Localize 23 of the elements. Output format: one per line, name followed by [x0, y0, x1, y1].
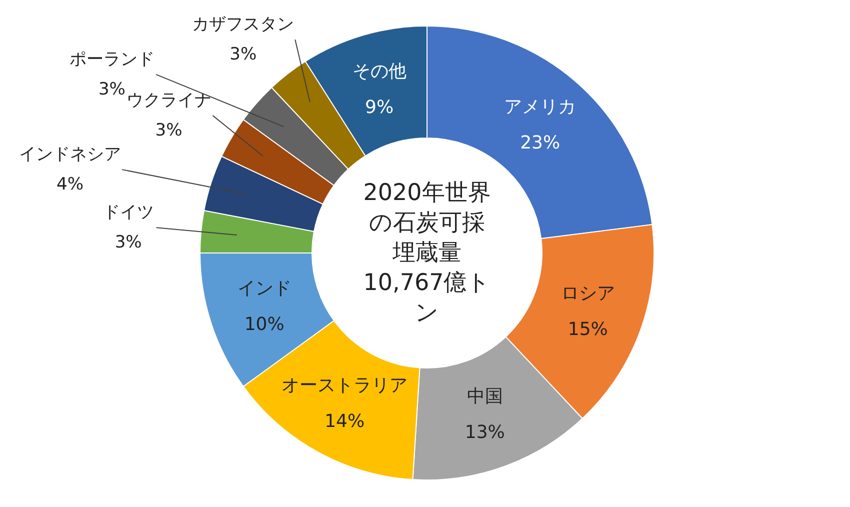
- slice-label: ドイツ: [102, 202, 154, 223]
- slice-label: ポーランド: [69, 49, 154, 70]
- data-label: 13%: [464, 421, 505, 442]
- slice-label: 中国: [466, 385, 503, 406]
- slice-label: アメリカ: [504, 96, 576, 118]
- slice-label: オーストラリア: [282, 374, 408, 396]
- data-label: 3%: [98, 79, 126, 100]
- slice-label: インドネシア: [19, 144, 121, 165]
- data-label: 10%: [244, 313, 284, 334]
- data-label: 4%: [56, 174, 84, 195]
- text: 2020年世界の石炭可採埋蔵量10,767億トン: [362, 180, 492, 326]
- data-label: 3%: [155, 120, 182, 141]
- slice-label: インド: [237, 277, 292, 298]
- data-label: 9%: [365, 96, 394, 118]
- slice-label: その他: [352, 60, 406, 82]
- data-label: 15%: [568, 318, 608, 340]
- data-label: 3%: [230, 44, 257, 65]
- slice-label: カザフスタン: [192, 14, 294, 35]
- data-label: 3%: [114, 232, 142, 253]
- data-label: 23%: [520, 132, 560, 154]
- slice-label: ロシア: [560, 282, 615, 304]
- slice-label: ウクライナ: [126, 90, 212, 111]
- data-label: 14%: [324, 410, 365, 432]
